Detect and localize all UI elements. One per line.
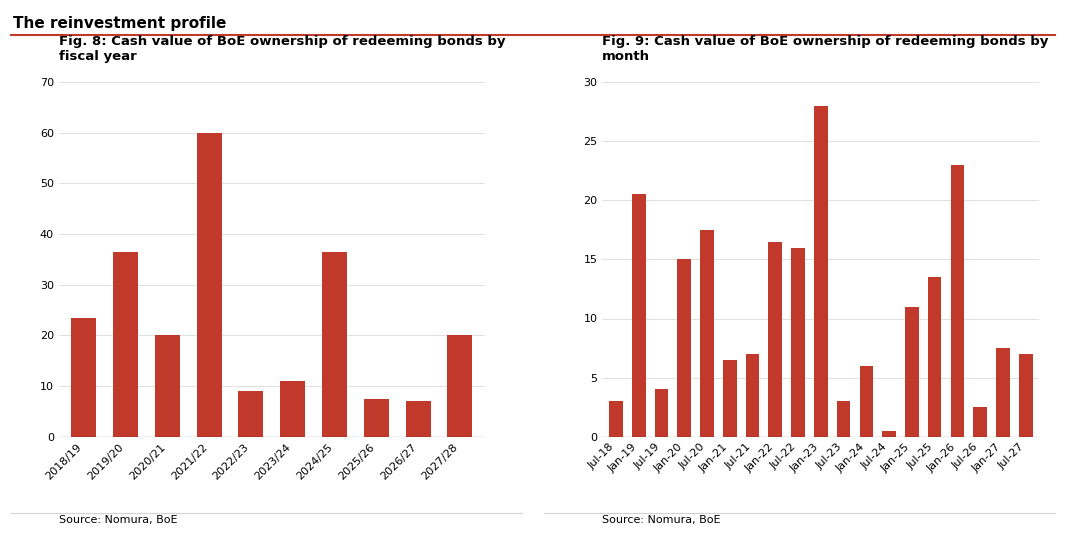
Bar	[113, 252, 139, 437]
Bar	[364, 399, 389, 437]
Bar	[239, 391, 263, 437]
Text: Fig. 8: Cash value of BoE ownership of redeeming bonds by
fiscal year: Fig. 8: Cash value of BoE ownership of r…	[59, 35, 505, 63]
Bar	[859, 366, 873, 437]
Bar	[1019, 354, 1033, 437]
Bar	[927, 277, 941, 437]
Bar	[655, 389, 668, 437]
Text: Source: Nomura, BoE: Source: Nomura, BoE	[602, 515, 721, 525]
Bar	[322, 252, 348, 437]
Bar	[837, 401, 851, 437]
Bar	[155, 335, 180, 437]
Bar	[405, 401, 431, 437]
Bar	[632, 194, 646, 437]
Text: Fig. 9: Cash value of BoE ownership of redeeming bonds by
month: Fig. 9: Cash value of BoE ownership of r…	[602, 35, 1049, 63]
Bar	[723, 360, 737, 437]
Bar	[700, 230, 714, 437]
Bar	[996, 348, 1010, 437]
Text: Source: Nomura, BoE: Source: Nomura, BoE	[59, 515, 177, 525]
Bar	[883, 431, 895, 437]
Bar	[951, 165, 965, 437]
Bar	[905, 307, 919, 437]
Bar	[196, 133, 222, 437]
Bar	[746, 354, 759, 437]
Bar	[814, 105, 827, 437]
Bar	[280, 381, 305, 437]
Bar	[677, 259, 691, 437]
Bar	[609, 401, 623, 437]
Bar	[973, 407, 987, 437]
Bar	[769, 241, 782, 437]
Bar	[71, 318, 96, 437]
Text: The reinvestment profile: The reinvestment profile	[13, 16, 226, 31]
Bar	[791, 247, 805, 437]
Bar	[448, 335, 472, 437]
